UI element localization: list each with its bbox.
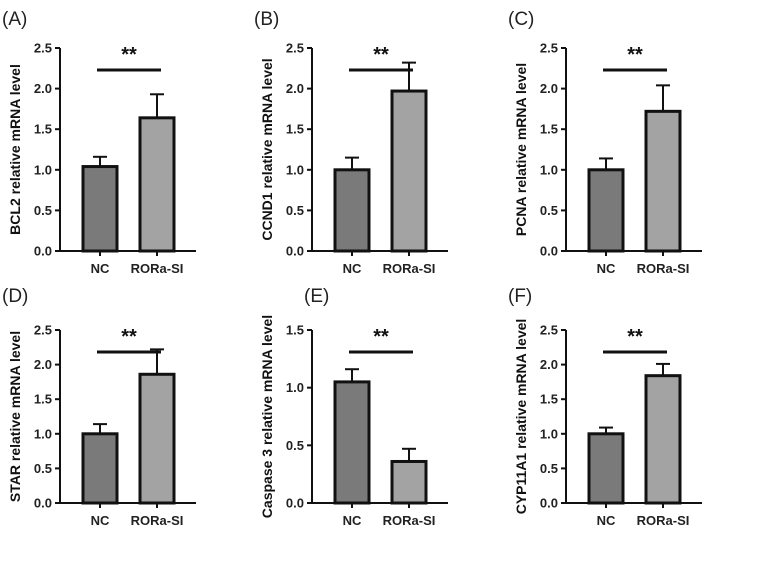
panel-label: (F) xyxy=(508,286,532,307)
y-tick-label: 2.5 xyxy=(34,41,52,56)
y-axis-title: Caspase 3 relative mRNA level xyxy=(259,315,275,518)
y-axis-title: PCNA relative mRNA level xyxy=(513,63,529,236)
x-tick-label: NC xyxy=(597,513,616,528)
panel-d: (D) STAR relative mRNA level 0.0 0.5 1.0 1.5 2… xyxy=(2,286,196,528)
x-tick-label: NC xyxy=(343,513,362,528)
y-tick-label: 0.0 xyxy=(540,496,558,511)
y-tick-label: 2.0 xyxy=(34,357,52,372)
y-axis-title: CCND1 relative mRNA level xyxy=(259,58,275,240)
y-tick-label: 0.0 xyxy=(286,496,304,511)
y-tick-label: 0.5 xyxy=(34,461,52,476)
x-tick-label: NC xyxy=(91,513,110,528)
x-tick-label: NC xyxy=(91,261,110,276)
significance-stars: ** xyxy=(373,326,389,348)
bar-nc xyxy=(81,432,119,505)
panel-label: (E) xyxy=(304,286,329,307)
significance-stars: ** xyxy=(121,326,137,348)
bar-rora-si xyxy=(390,459,428,505)
x-tick-label: RORa-SI xyxy=(131,261,184,276)
y-tick-label: 0.5 xyxy=(34,203,52,218)
y-tick-label: 2.0 xyxy=(540,81,558,96)
panel-c: (C) PCNA relative mRNA level 0.0 0.5 1.0 1.5 2… xyxy=(508,9,702,276)
y-tick-label: 1.0 xyxy=(286,380,304,395)
bar-rora-si xyxy=(644,374,682,505)
significance-stars: ** xyxy=(373,44,389,66)
y-tick-label: 1.5 xyxy=(286,323,304,338)
panel-e: (E) Caspase 3 relative mRNA level 0.0 0.5 1.… xyxy=(259,286,448,528)
y-tick-label: 1.0 xyxy=(286,162,304,177)
bar-nc xyxy=(81,165,119,253)
y-tick-label: 2.5 xyxy=(540,323,558,338)
panel-f: (F) CYP11A1 relative mRNA level 0.0 0.5 1.0 1… xyxy=(508,286,702,528)
y-tick-label: 0.0 xyxy=(34,244,52,259)
y-tick-label: 1.0 xyxy=(540,162,558,177)
significance-stars: ** xyxy=(627,44,643,66)
x-tick-label: RORa-SI xyxy=(383,513,436,528)
panel-label: (B) xyxy=(254,9,279,30)
y-tick-label: 1.5 xyxy=(540,122,558,137)
y-tick-label: 1.5 xyxy=(34,392,52,407)
y-tick-label: 0.5 xyxy=(540,461,558,476)
bar-rora-si xyxy=(390,89,428,253)
x-tick-label: NC xyxy=(343,261,362,276)
y-tick-label: 0.0 xyxy=(34,496,52,511)
x-tick-label: RORa-SI xyxy=(383,261,436,276)
panel-a: (A) BCL2 relative mRNA level 0.0 0.5 1.0 1.5 2… xyxy=(2,9,196,276)
y-tick-label: 0.5 xyxy=(540,203,558,218)
y-axis-title: BCL2 relative mRNA level xyxy=(7,64,23,235)
bar-rora-si xyxy=(138,116,176,253)
x-tick-label: RORa-SI xyxy=(131,513,184,528)
y-tick-label: 2.5 xyxy=(540,41,558,56)
y-tick-label: 2.0 xyxy=(34,81,52,96)
panel-b: (B) CCND1 relative mRNA level 0.0 0.5 1.0 1.5… xyxy=(254,9,448,276)
y-axis-title: CYP11A1 relative mRNA level xyxy=(513,319,529,515)
significance-stars: ** xyxy=(121,44,137,66)
y-tick-label: 1.0 xyxy=(34,426,52,441)
y-tick-label: 1.5 xyxy=(286,122,304,137)
x-tick-label: RORa-SI xyxy=(637,513,690,528)
y-tick-label: 2.0 xyxy=(540,357,558,372)
y-axis-title: STAR relative mRNA level xyxy=(7,331,23,502)
y-tick-label: 1.5 xyxy=(34,122,52,137)
y-tick-label: 2.5 xyxy=(286,41,304,56)
y-tick-label: 2.0 xyxy=(286,81,304,96)
y-tick-label: 0.0 xyxy=(540,244,558,259)
significance-stars: ** xyxy=(627,326,643,348)
y-tick-label: 0.5 xyxy=(286,203,304,218)
bar-rora-si xyxy=(138,372,176,505)
x-tick-label: NC xyxy=(597,261,616,276)
y-tick-label: 1.5 xyxy=(540,392,558,407)
y-tick-label: 2.5 xyxy=(34,323,52,338)
bar-nc xyxy=(333,380,371,505)
bar-nc xyxy=(587,432,625,505)
panel-label: (A) xyxy=(2,9,27,30)
y-tick-label: 0.0 xyxy=(286,244,304,259)
y-tick-label: 0.5 xyxy=(286,438,304,453)
bar-rora-si xyxy=(644,109,682,253)
y-tick-label: 1.0 xyxy=(34,162,52,177)
bar-nc xyxy=(587,168,625,253)
y-tick-label: 1.0 xyxy=(540,426,558,441)
x-tick-label: RORa-SI xyxy=(637,261,690,276)
panel-label: (D) xyxy=(2,286,28,307)
bar-nc xyxy=(333,168,371,253)
panel-label: (C) xyxy=(508,9,534,30)
